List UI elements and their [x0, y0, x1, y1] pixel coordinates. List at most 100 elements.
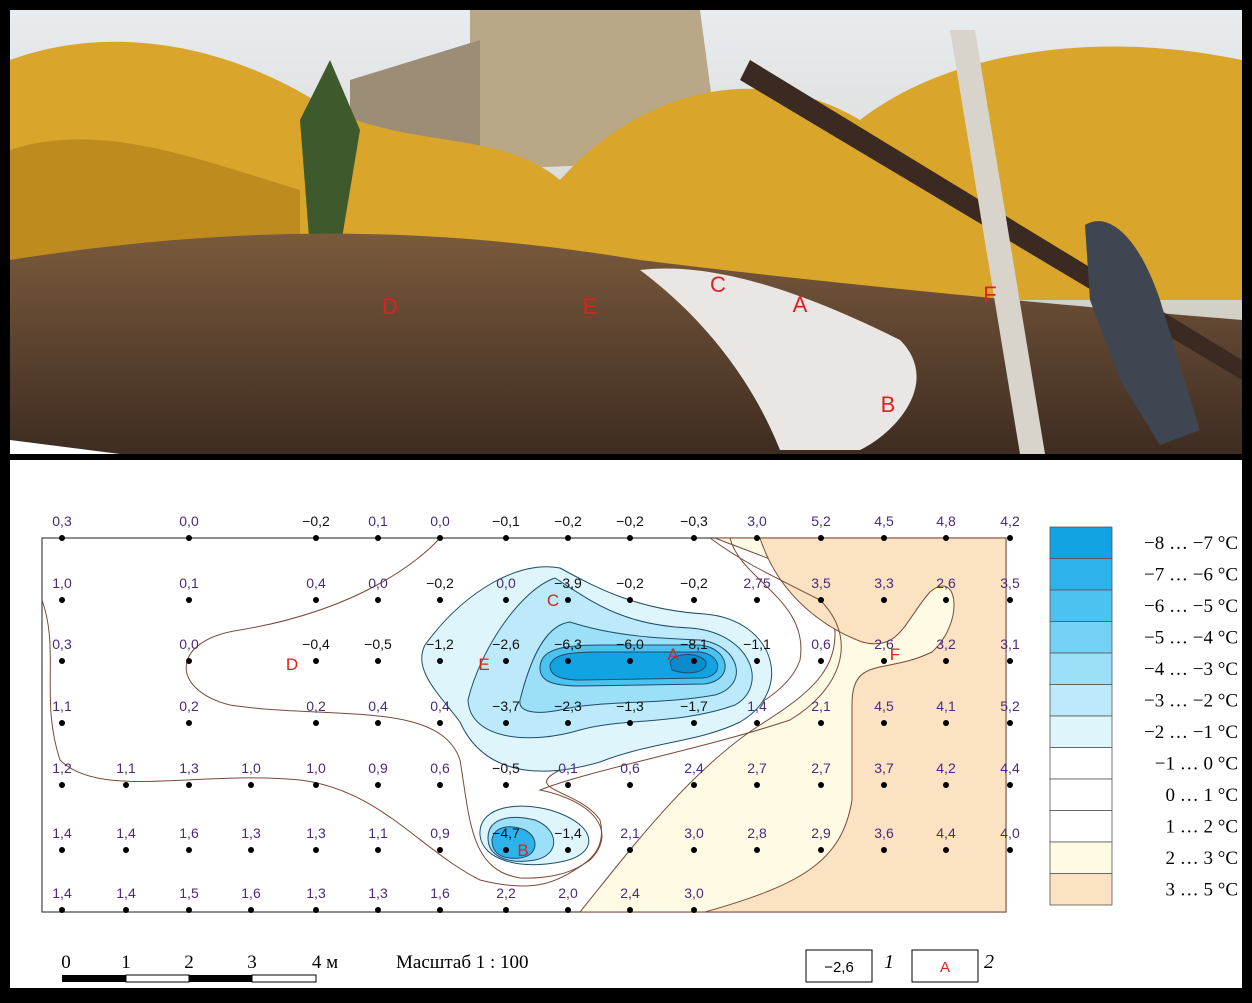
- temperature-value: 1,2: [52, 760, 72, 776]
- temperature-value: 0,9: [430, 825, 450, 841]
- photo-marker: E: [583, 294, 598, 319]
- temperature-value: 1,4: [52, 885, 72, 901]
- temperature-value: −2,3: [554, 698, 582, 714]
- grid-point: [818, 597, 824, 603]
- grid-point: [691, 535, 697, 541]
- scale-tick: 3: [247, 952, 257, 973]
- temperature-value: 1,3: [241, 825, 261, 841]
- grid-point: [627, 907, 633, 913]
- temperature-value: 0,1: [179, 575, 199, 591]
- legend-swatch: [1050, 716, 1112, 748]
- temperature-value: 0,4: [306, 575, 326, 591]
- legend-label: −6 … −5 °C: [1144, 596, 1238, 617]
- temperature-value: −0,4: [302, 636, 330, 652]
- grid-point: [123, 782, 129, 788]
- temperature-value: 1,0: [52, 575, 72, 591]
- grid-point: [375, 720, 381, 726]
- temperature-value: 4,5: [874, 698, 894, 714]
- grid-point: [565, 535, 571, 541]
- grid-point: [881, 782, 887, 788]
- grid-point: [1007, 535, 1013, 541]
- grid-point: [437, 597, 443, 603]
- grid-point: [565, 782, 571, 788]
- grid-point: [627, 535, 633, 541]
- grid-point: [186, 597, 192, 603]
- temperature-value: −0,2: [616, 575, 644, 591]
- key-number: 2: [984, 951, 994, 973]
- key-sample: −2,6: [824, 959, 854, 976]
- temperature-value: 1,4: [116, 885, 136, 901]
- map-marker: A: [667, 645, 679, 664]
- grid-point: [691, 782, 697, 788]
- legend-swatch: [1050, 811, 1112, 843]
- grid-point: [59, 847, 65, 853]
- grid-point: [375, 535, 381, 541]
- grid-point: [565, 907, 571, 913]
- map-marker: E: [478, 655, 489, 674]
- grid-point: [503, 907, 509, 913]
- scale-tick: 1: [121, 952, 131, 973]
- grid-point: [186, 535, 192, 541]
- temperature-value: −0,2: [616, 513, 644, 529]
- grid-point: [59, 782, 65, 788]
- map-marker: B: [517, 841, 528, 860]
- temperature-value: 0,6: [811, 636, 831, 652]
- grid-point: [248, 782, 254, 788]
- map-marker: C: [547, 591, 559, 610]
- grid-point: [313, 720, 319, 726]
- temperature-value: 3,3: [874, 575, 894, 591]
- photo: [10, 10, 1242, 454]
- temperature-value: 1,0: [306, 760, 326, 776]
- grid-point: [503, 782, 509, 788]
- temperature-value: 0,0: [430, 513, 450, 529]
- temperature-value: 1,3: [179, 760, 199, 776]
- temperature-value: −1,4: [554, 825, 582, 841]
- temperature-value: −3,9: [554, 575, 582, 591]
- legend-label: 3 … 5 °C: [1165, 879, 1238, 900]
- temperature-value: 0,2: [179, 698, 199, 714]
- legend-swatch: [1050, 685, 1112, 717]
- grid-point: [943, 782, 949, 788]
- grid-point: [943, 720, 949, 726]
- temperature-value: 2,0: [558, 885, 578, 901]
- map-marker: F: [890, 645, 900, 664]
- temperature-value: 2,4: [620, 885, 640, 901]
- grid-point: [691, 907, 697, 913]
- temperature-value: 0,0: [496, 575, 516, 591]
- temperature-value: 0,1: [368, 513, 388, 529]
- grid-point: [627, 720, 633, 726]
- temperature-value: 3,0: [684, 885, 704, 901]
- grid-point: [943, 847, 949, 853]
- temperature-value: 2,9: [811, 825, 831, 841]
- temperature-value: 0,9: [368, 760, 388, 776]
- temperature-value: 3,5: [811, 575, 831, 591]
- grid-point: [503, 720, 509, 726]
- temperature-value: 0,0: [179, 636, 199, 652]
- legend-label: −1 … 0 °C: [1155, 753, 1238, 774]
- legend-swatch: [1050, 874, 1112, 906]
- grid-point: [503, 535, 509, 541]
- grid-point: [754, 847, 760, 853]
- legend-label: −4 … −3 °C: [1144, 659, 1238, 680]
- grid-point: [565, 658, 571, 664]
- temperature-value: 1,6: [430, 885, 450, 901]
- temperature-value: 2,1: [620, 825, 640, 841]
- photo-marker: C: [710, 272, 726, 297]
- temperature-value: 1,0: [241, 760, 261, 776]
- grid-point: [627, 658, 633, 664]
- temperature-value: −6,3: [554, 636, 582, 652]
- grid-point: [818, 535, 824, 541]
- legend-label: −7 … −6 °C: [1144, 564, 1238, 585]
- grid-point: [943, 658, 949, 664]
- grid-point: [754, 658, 760, 664]
- grid-point: [375, 907, 381, 913]
- legend-label: −3 … −2 °C: [1144, 690, 1238, 711]
- scale-label: Масштаб 1 : 100: [396, 952, 529, 973]
- grid-point: [248, 907, 254, 913]
- grid-point: [691, 658, 697, 664]
- grid-point: [248, 847, 254, 853]
- grid-point: [818, 658, 824, 664]
- legend-label: −8 … −7 °C: [1144, 533, 1238, 554]
- grid-point: [881, 658, 887, 664]
- legend-label: 1 … 2 °C: [1165, 816, 1238, 837]
